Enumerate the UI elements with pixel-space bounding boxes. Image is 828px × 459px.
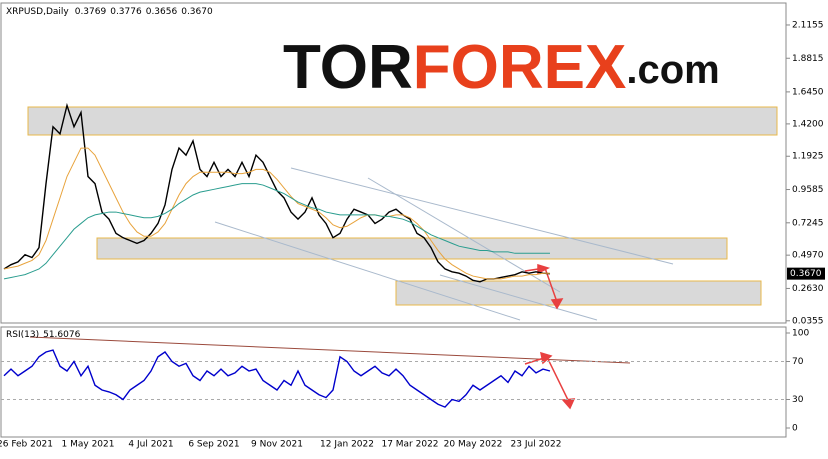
symbol: XRPUSD,Daily — [6, 7, 69, 17]
zone — [96, 237, 728, 260]
trend-line — [214, 221, 521, 321]
rsi-title: RSI(13) — [6, 330, 39, 340]
rsi-frame — [0, 326, 787, 438]
series-line — [3, 147, 550, 280]
rsi-value: 51.6076 — [43, 330, 80, 340]
y-tick-label: 1.1925 — [792, 152, 824, 162]
x-tick-label: 17 Mar 2022 — [381, 440, 438, 450]
price-frame — [0, 2, 787, 324]
ohlc: 0.3656 — [146, 7, 178, 17]
zones — [27, 106, 778, 306]
x-tick-label: 20 May 2022 — [444, 440, 503, 450]
series-line — [3, 349, 551, 408]
logo-part: TOR — [283, 33, 413, 102]
ohlc: 0.3769 — [75, 7, 107, 17]
header: XRPUSD,Daily 0.3769 0.3776 0.3656 0.3670 — [6, 7, 213, 17]
y-tick-label: 0.7245 — [792, 218, 824, 228]
series-line — [3, 183, 550, 280]
logo: TORFOREX.com — [283, 33, 720, 102]
zone — [395, 280, 762, 306]
x-tick-label: 9 Nov 2021 — [251, 440, 303, 450]
logo-part: .com — [626, 48, 719, 92]
current-price-tag — [787, 267, 825, 280]
ohlc: 0.3776 — [110, 7, 142, 17]
rsi-trend-line — [29, 336, 631, 364]
y-tick-label: 0.4970 — [792, 251, 824, 261]
x-tick-label: 12 Jan 2022 — [320, 440, 374, 450]
arrow — [524, 356, 570, 403]
trend-line — [439, 274, 598, 321]
y-tick-label: 0.9585 — [792, 185, 824, 195]
x-tick-label: 6 Sep 2021 — [188, 440, 239, 450]
y-tick-label: 2.1155 — [792, 20, 824, 30]
x-tick-label: 23 Jul 2022 — [511, 440, 562, 450]
x-tick-label: 1 May 2021 — [62, 440, 115, 450]
y-tick-label: 1.6450 — [792, 87, 824, 97]
y-tick-label: 100 — [792, 329, 809, 339]
arrows — [524, 263, 576, 410]
trend-line — [290, 167, 674, 265]
y-tick-label: 30 — [792, 395, 804, 405]
y-tick-label: 0.0355 — [792, 316, 824, 326]
current-price-label: 0.3670 — [790, 269, 822, 279]
x-tick-label: 4 Jul 2021 — [128, 440, 173, 450]
zone — [27, 106, 778, 136]
x-tick-label: 26 Feb 2021 — [0, 440, 53, 450]
y-tick-label: 1.4200 — [792, 119, 824, 129]
ohlc: 0.3670 — [181, 7, 213, 17]
y-tick-label: 1.8815 — [792, 54, 824, 64]
arrow-head — [537, 263, 551, 275]
arrow-head — [561, 398, 576, 410]
logo-part: FOREX — [413, 33, 627, 102]
rsi-header: RSI(13) 51.6076 — [6, 330, 81, 340]
y-tick-label: 0.2630 — [792, 284, 824, 294]
y-tick-label: 70 — [792, 357, 804, 367]
y-tick-label: 0 — [792, 424, 798, 434]
arrow-head — [550, 298, 564, 310]
arrow-head — [540, 351, 553, 365]
